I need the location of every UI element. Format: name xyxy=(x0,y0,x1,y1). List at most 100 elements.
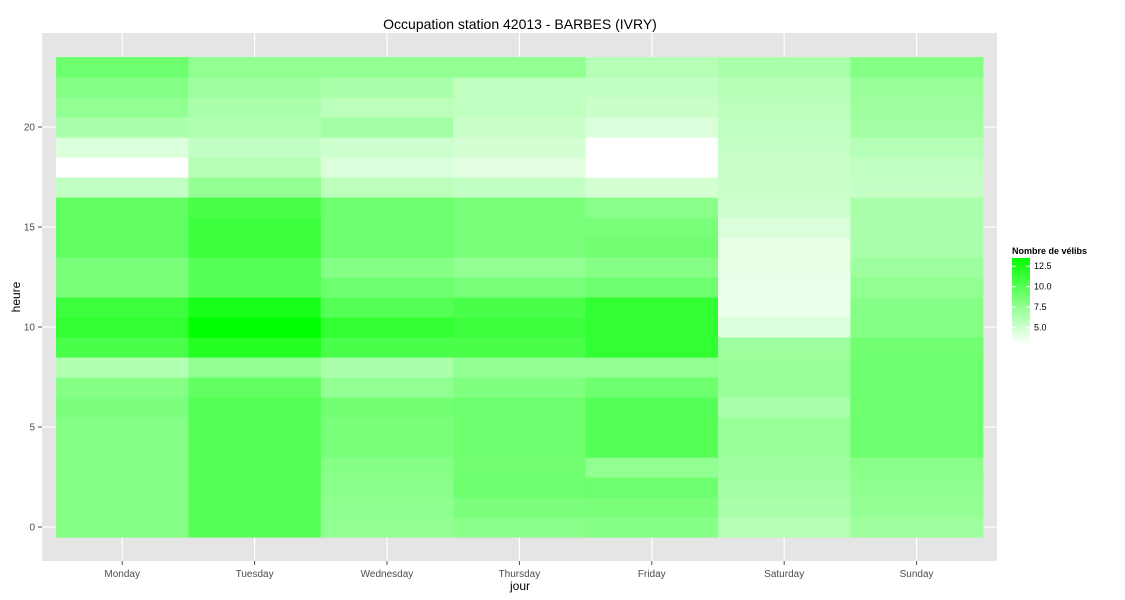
y-tick-label: 0 xyxy=(29,523,35,534)
heatmap-tile xyxy=(585,137,719,158)
heatmap-tile xyxy=(718,497,851,518)
heatmap-tile xyxy=(56,517,189,538)
x-tick-label: Wednesday xyxy=(361,569,414,580)
heatmap-tile xyxy=(850,197,984,218)
heatmap-tile xyxy=(188,277,322,298)
heatmap-tile xyxy=(320,457,454,478)
heatmap-tile xyxy=(585,57,719,78)
heatmap-tile xyxy=(320,477,454,498)
heatmap-tile xyxy=(320,497,454,518)
heatmap-tile xyxy=(850,117,984,138)
heatmap-tile xyxy=(188,217,322,238)
heatmap-tile xyxy=(56,77,189,98)
heatmap-tile xyxy=(320,117,454,138)
heatmap-tile xyxy=(718,237,851,258)
heatmap-tile xyxy=(453,317,587,338)
heatmap-tile xyxy=(453,257,587,278)
heatmap-tile xyxy=(850,357,984,378)
heatmap-tile xyxy=(585,237,719,258)
heatmap-tile xyxy=(585,497,719,518)
heatmap-tile xyxy=(585,297,719,318)
heatmap-tile xyxy=(850,177,984,198)
heatmap-tile xyxy=(718,297,851,318)
heatmap-tile xyxy=(320,137,454,158)
heatmap-tile xyxy=(320,437,454,458)
heatmap-tile xyxy=(453,477,587,498)
heatmap-tile xyxy=(718,357,851,378)
heatmap-tile xyxy=(320,197,454,218)
heatmap-tile xyxy=(453,177,587,198)
color-legend: Nombre de vélibs 5.0 7.5 10.0 12.5 xyxy=(1012,246,1087,344)
heatmap-tile xyxy=(585,97,719,118)
heatmap-tile xyxy=(585,517,719,538)
heatmap-tile xyxy=(56,397,189,418)
heatmap-tile xyxy=(453,157,587,178)
x-axis-title: jour xyxy=(509,579,530,593)
heatmap-tile xyxy=(320,297,454,318)
heatmap-tile xyxy=(320,337,454,358)
heatmap-tile xyxy=(188,357,322,378)
y-tick-label: 5 xyxy=(29,423,35,434)
heatmap-tile xyxy=(585,397,719,418)
heatmap-tile xyxy=(585,197,719,218)
heatmap-tile xyxy=(56,317,189,338)
heatmap-tile xyxy=(56,437,189,458)
heatmap-tile xyxy=(320,357,454,378)
heatmap-tile xyxy=(718,397,851,418)
heatmap-tile xyxy=(453,277,587,298)
heatmap-tile xyxy=(718,117,851,138)
heatmap-tile xyxy=(320,237,454,258)
heatmap-tile xyxy=(320,257,454,278)
heatmap-tile xyxy=(718,337,851,358)
heatmap-tile xyxy=(850,57,984,78)
legend-tick-label: 7.5 xyxy=(1034,302,1047,312)
heatmap-tile xyxy=(453,97,587,118)
heatmap-tile xyxy=(850,477,984,498)
heatmap-tile xyxy=(188,257,322,278)
legend-tick-label: 10.0 xyxy=(1034,282,1052,292)
heatmap-tile xyxy=(850,377,984,398)
heatmap-tile xyxy=(718,457,851,478)
heatmap-tile xyxy=(585,337,719,358)
heatmap-tile xyxy=(453,437,587,458)
heatmap-tile xyxy=(585,177,719,198)
heatmap-tile xyxy=(320,77,454,98)
y-axis-title: heure xyxy=(9,281,23,312)
heatmap-tile xyxy=(585,257,719,278)
heatmap-tile xyxy=(188,197,322,218)
heatmap-tile xyxy=(188,457,322,478)
heatmap-tile xyxy=(585,317,719,338)
heatmap-tile xyxy=(850,297,984,318)
heatmap-tile xyxy=(850,157,984,178)
heatmap-tile xyxy=(56,297,189,318)
heatmap-tile xyxy=(188,137,322,158)
heatmap-tile xyxy=(320,97,454,118)
heatmap-tile xyxy=(56,177,189,198)
heatmap-tile xyxy=(453,217,587,238)
heatmap-tile xyxy=(585,477,719,498)
heatmap-tile xyxy=(585,77,719,98)
heatmap-tile xyxy=(718,177,851,198)
heatmap-tile xyxy=(718,477,851,498)
heatmap-tile xyxy=(320,217,454,238)
heatmap-tile xyxy=(320,177,454,198)
heatmap-tile xyxy=(188,377,322,398)
heatmap-tile xyxy=(56,117,189,138)
heatmap-tile xyxy=(320,317,454,338)
x-tick-label: Monday xyxy=(104,569,140,580)
heatmap-tile xyxy=(850,397,984,418)
heatmap-tile xyxy=(718,197,851,218)
heatmap-tile xyxy=(56,337,189,358)
heatmap-tile xyxy=(718,57,851,78)
heatmap-tile xyxy=(56,417,189,438)
heatmap-tile xyxy=(585,117,719,138)
heatmap-tile xyxy=(188,337,322,358)
heatmap-tile xyxy=(453,517,587,538)
legend-colorbar xyxy=(1012,258,1030,344)
heatmap-tile xyxy=(718,157,851,178)
legend-tick-label: 5.0 xyxy=(1034,323,1047,333)
heatmap-tile xyxy=(718,517,851,538)
heatmap-tile xyxy=(718,137,851,158)
heatmap-tile xyxy=(585,157,719,178)
